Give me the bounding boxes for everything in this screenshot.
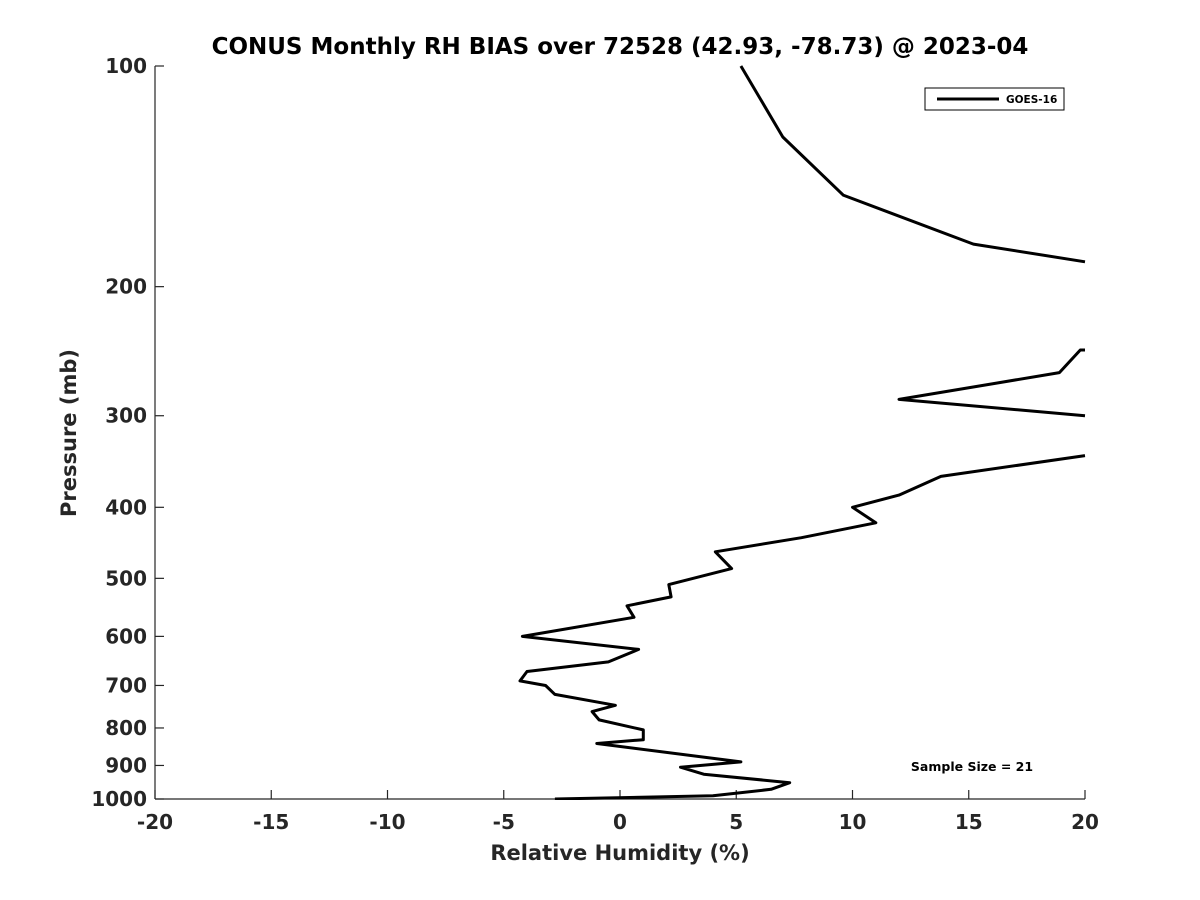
x-tick-label: -5 [493, 810, 515, 834]
y-tick-label: 200 [105, 275, 147, 299]
y-tick-label: 300 [105, 404, 147, 428]
chart-title: CONUS Monthly RH BIAS over 72528 (42.93,… [212, 34, 1029, 60]
y-tick-label: 500 [105, 566, 147, 590]
series-line-goes-16-segment-3 [518, 454, 1086, 800]
y-tick-label: 900 [105, 753, 147, 777]
y-tick-label: 800 [105, 716, 147, 740]
x-axis-label: Relative Humidity (%) [490, 841, 749, 865]
legend-label-goes-16: GOES-16 [1006, 94, 1057, 106]
y-tick-label: 1000 [91, 787, 147, 811]
y-axis-label: Pressure (mb) [57, 349, 81, 517]
y-tick-label: 100 [105, 54, 147, 78]
x-tick-label: -20 [137, 810, 173, 834]
x-tick-label: 10 [839, 810, 867, 834]
axes-layer: -20 -15 -10 -5 0 5 10 15 20 100 200 300 400 500 600 700… [91, 54, 1099, 834]
y-tick-label: 700 [105, 673, 147, 697]
data-layer [518, 65, 1086, 800]
x-tick-label: -15 [253, 810, 289, 834]
text-layer: CONUS Monthly RH BIAS over 72528 (42.93,… [57, 34, 1033, 865]
x-tick-label: -10 [369, 810, 405, 834]
y-tick-label: 600 [105, 624, 147, 648]
series-line-goes-16-segment-1 [739, 65, 1086, 264]
y-tick-label: 400 [105, 495, 147, 519]
x-tick-label: 15 [955, 810, 983, 834]
sample-size-annotation: Sample Size = 21 [911, 759, 1033, 774]
x-tick-label: 0 [613, 810, 627, 834]
series-line-goes-16-segment-2 [897, 348, 1086, 418]
x-tick-label: 20 [1071, 810, 1099, 834]
legend: GOES-16 [924, 87, 1065, 111]
x-tick-label: 5 [729, 810, 743, 834]
